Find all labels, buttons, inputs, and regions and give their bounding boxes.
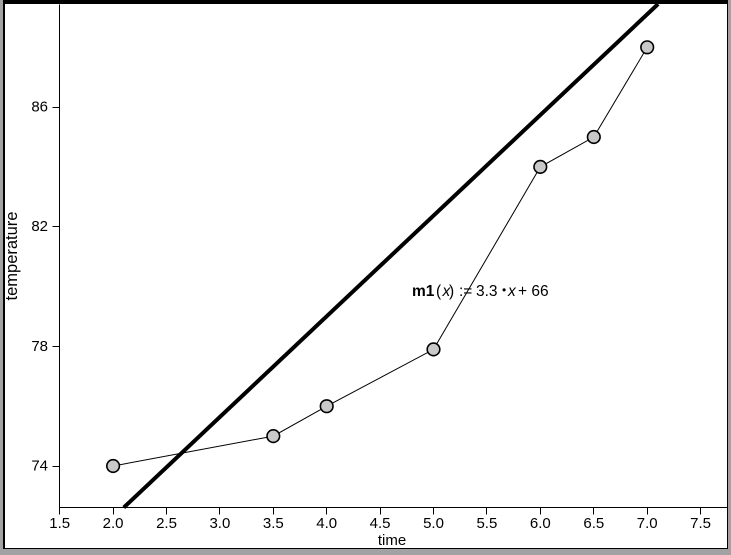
svg-text:2.0: 2.0 xyxy=(103,515,124,532)
svg-text:3.0: 3.0 xyxy=(209,515,230,532)
svg-text:3.3: 3.3 xyxy=(476,283,498,300)
svg-text:82: 82 xyxy=(31,218,48,235)
svg-text:3.5: 3.5 xyxy=(263,515,284,532)
svg-text:6.5: 6.5 xyxy=(583,515,604,532)
svg-text:1.5: 1.5 xyxy=(49,515,70,532)
svg-text:7.5: 7.5 xyxy=(690,515,711,532)
svg-text:7.0: 7.0 xyxy=(637,515,658,532)
svg-text:time: time xyxy=(378,532,406,549)
svg-text:m1: m1 xyxy=(412,283,435,300)
svg-text:2.5: 2.5 xyxy=(156,515,177,532)
svg-text:•: • xyxy=(502,283,506,297)
svg-text:5.5: 5.5 xyxy=(476,515,497,532)
svg-text:78: 78 xyxy=(31,338,48,355)
svg-text:+ 66: + 66 xyxy=(518,283,549,300)
svg-text:): ) xyxy=(449,283,454,300)
svg-text:74: 74 xyxy=(31,458,48,475)
svg-text::=: := xyxy=(459,283,472,300)
svg-text:4.0: 4.0 xyxy=(316,515,337,532)
svg-text:6.0: 6.0 xyxy=(530,515,551,532)
svg-text:5.0: 5.0 xyxy=(423,515,444,532)
svg-text:4.5: 4.5 xyxy=(370,515,391,532)
svg-text:(: ( xyxy=(436,283,442,300)
svg-text:x: x xyxy=(507,283,517,300)
svg-text:86: 86 xyxy=(31,99,48,116)
svg-text:temperature: temperature xyxy=(3,212,21,301)
